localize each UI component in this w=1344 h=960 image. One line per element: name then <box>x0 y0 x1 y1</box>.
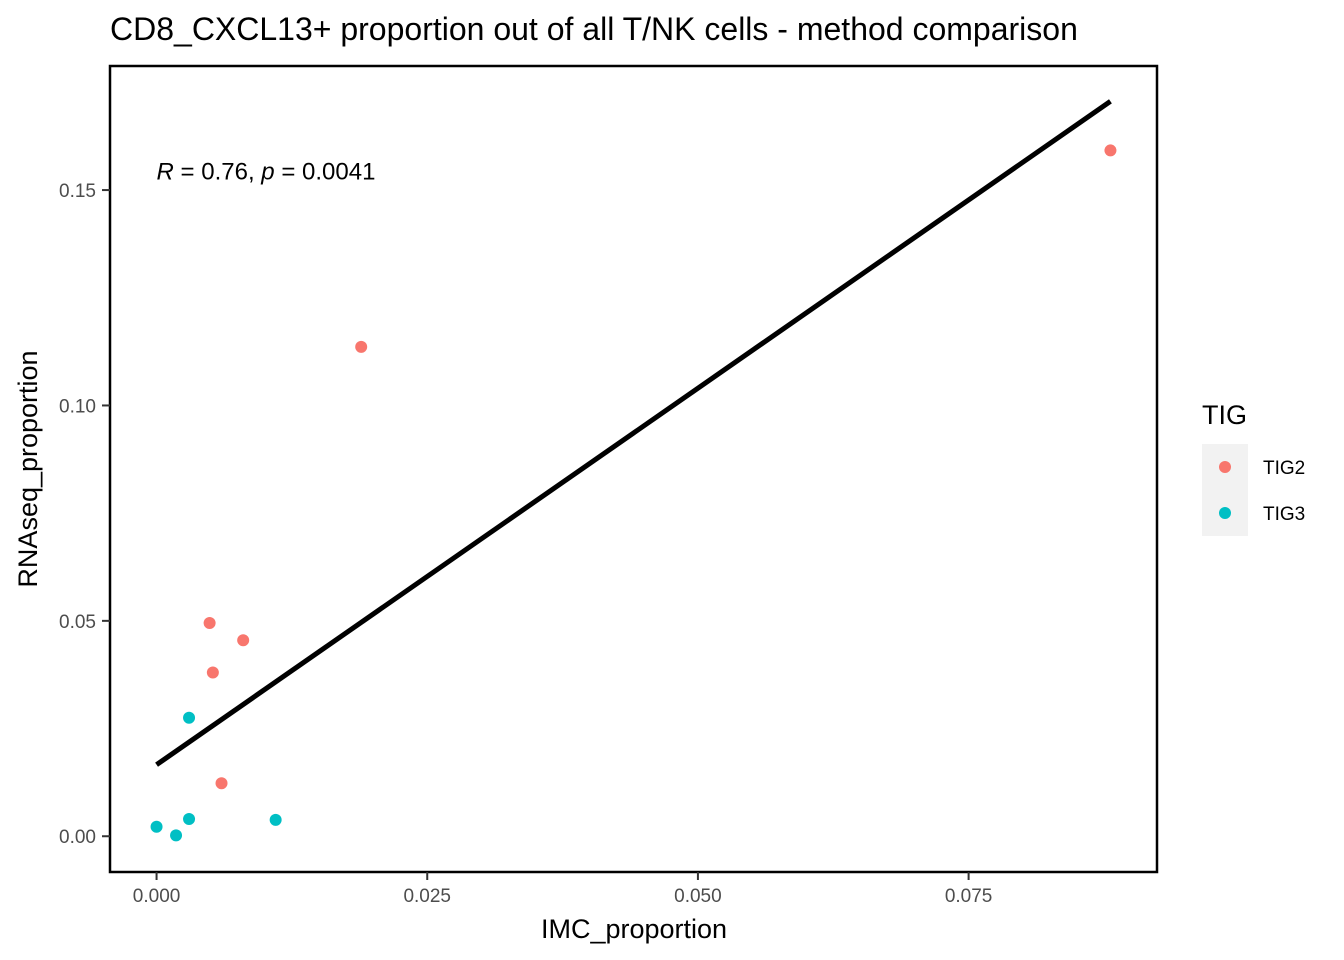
x-axis: 0.000 0.025 0.050 0.075 <box>133 872 993 907</box>
data-point-tig2 <box>206 666 219 679</box>
y-axis-title: RNAseq_proportion <box>13 350 43 587</box>
p-symbol: p <box>260 158 274 185</box>
points-layer <box>150 144 1117 842</box>
fit-line-layer <box>155 99 1112 767</box>
legend-key-tig3 <box>1219 507 1231 519</box>
legend-label-tig2: TIG2 <box>1263 458 1305 479</box>
x-axis-title: IMC_proportion <box>541 914 727 944</box>
y-axis: 0.00 0.05 0.10 0.15 <box>59 181 110 848</box>
x-tick-label: 0.050 <box>674 886 722 907</box>
data-point-tig3 <box>150 820 163 833</box>
legend: TIG TIG2 TIG3 <box>1202 400 1305 536</box>
data-point-tig2 <box>237 634 250 647</box>
legend-title: TIG <box>1202 400 1247 430</box>
x-tick-label: 0.075 <box>945 886 993 907</box>
x-tick-label: 0.025 <box>403 886 451 907</box>
data-point-tig3 <box>183 813 196 826</box>
data-point-tig2 <box>215 777 228 790</box>
plot-area: R = 0.76, p = 0.0041 <box>108 64 1159 874</box>
y-tick-label: 0.10 <box>59 396 96 417</box>
legend-key-background <box>1202 444 1248 536</box>
regression-line <box>155 99 1112 767</box>
r-symbol: R <box>157 158 174 185</box>
legend-label-tig3: TIG3 <box>1263 504 1305 525</box>
data-point-tig3 <box>183 711 196 724</box>
x-tick-label: 0.000 <box>133 886 181 907</box>
plot-panel <box>108 64 1159 874</box>
r-value-text: = 0.76, <box>174 158 261 185</box>
data-point-tig3 <box>170 829 183 842</box>
legend-key-tig2 <box>1219 461 1231 473</box>
correlation-annotation: R = 0.76, p = 0.0041 <box>157 158 376 185</box>
y-tick-label: 0.15 <box>59 181 96 202</box>
y-tick-label: 0.05 <box>59 612 96 633</box>
chart-title: CD8_CXCL13+ proportion out of all T/NK c… <box>110 11 1078 47</box>
data-point-tig2 <box>203 617 216 630</box>
legend-items: TIG2 TIG3 <box>1219 458 1305 525</box>
data-point-tig2 <box>1104 144 1117 157</box>
data-point-tig3 <box>269 813 282 826</box>
p-value-text: = 0.0041 <box>275 158 376 185</box>
y-tick-label: 0.00 <box>59 827 96 848</box>
data-point-tig2 <box>355 340 368 353</box>
